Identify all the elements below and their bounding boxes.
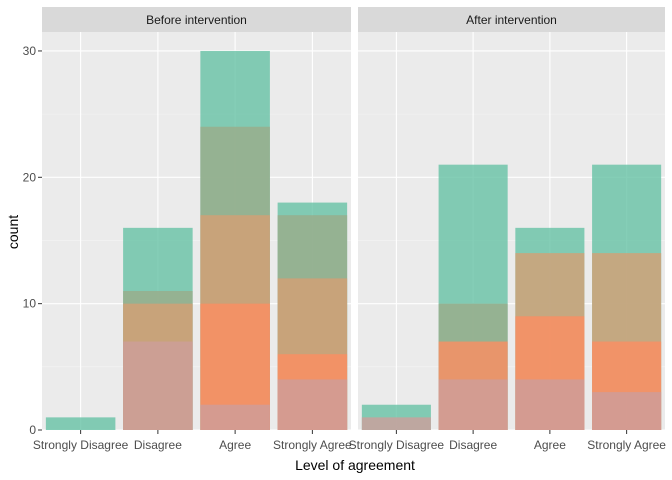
y-axis-title: count [5,215,21,249]
x-tick-label: Agree [534,438,566,452]
bar [592,392,662,430]
facet-strip [42,7,351,32]
y-axis: 0 10 20 30 [23,44,42,437]
x-axis-title: Level of agreement [295,457,415,473]
bar [123,341,193,430]
bar [200,404,270,430]
y-tick-label: 30 [23,44,37,58]
x-tick-label: Strongly Agree [587,438,666,452]
y-tick-label: 10 [23,297,37,311]
x-tick-label: Agree [219,438,251,452]
facet-panels: Before intervention Strongly Disagree Disa… [33,7,666,452]
x-tick-label: Strongly Disagree [349,438,445,452]
y-tick-label: 0 [29,423,36,437]
bar [45,417,116,430]
facet-strip-label: After intervention [466,13,557,27]
facet-panel-2: After intervention Strongly Disagree Disag… [349,7,666,452]
x-tick-label: Disagree [134,438,182,452]
x-tick-label: Strongly Agree [273,438,352,452]
x-tick-label: Disagree [449,438,497,452]
bar [277,379,348,430]
facet-strip [358,7,665,32]
bar [361,417,431,430]
y-tick-label: 20 [23,170,37,184]
facet-strip-label: Before intervention [146,13,247,27]
facet-panel-1: Before intervention Strongly Disagree Disa… [33,7,352,452]
bar [515,379,585,430]
bar [438,379,508,430]
x-tick-label: Strongly Disagree [33,438,129,452]
